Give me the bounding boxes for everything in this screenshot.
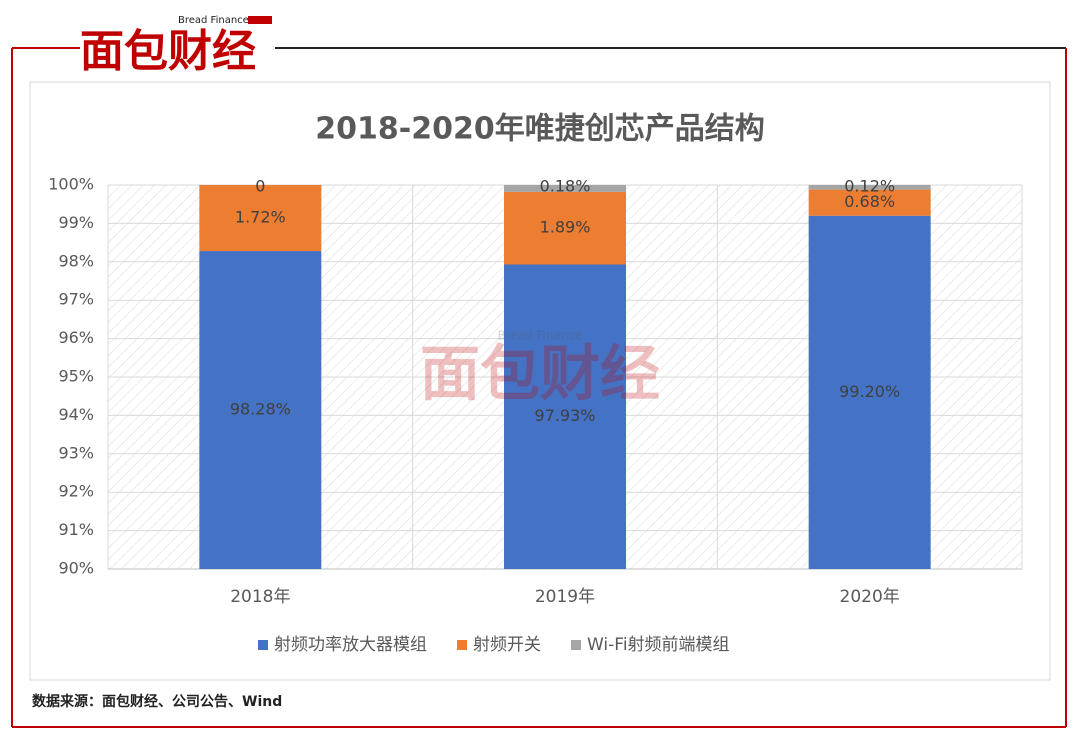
legend-label: 射频开关 — [473, 635, 541, 655]
watermark-tagline: Bread Finance — [498, 329, 583, 343]
bar-segment — [808, 215, 931, 569]
y-tick-label: 98% — [58, 251, 94, 270]
bar-segment — [199, 185, 322, 252]
x-tick-label: 2019年 — [535, 587, 595, 607]
y-tick-label: 96% — [58, 328, 94, 347]
source-note: 数据来源：面包财经、公司公告、Wind — [32, 693, 282, 710]
y-tick-label: 90% — [58, 559, 94, 578]
legend-label: Wi-Fi射频前端模组 — [587, 635, 730, 655]
y-tick-label: 99% — [58, 213, 94, 232]
y-tick-label: 100% — [48, 175, 94, 194]
brand-logo: 面包财经 — [80, 26, 256, 77]
data-label: 99.20% — [839, 382, 900, 401]
brand-mark — [248, 16, 272, 24]
data-label: 1.72% — [235, 208, 286, 227]
legend-label: 射频功率放大器模组 — [274, 635, 427, 655]
watermark-logo: 面包财经 — [420, 340, 660, 410]
legend-swatch — [258, 640, 268, 650]
chart-title: 2018-2020年唯捷创芯产品结构 — [315, 112, 764, 147]
y-tick-label: 94% — [58, 405, 94, 424]
data-label: 0.68% — [844, 192, 895, 211]
data-label: 0 — [255, 177, 265, 196]
brand-tagline: Bread Finance — [178, 15, 249, 26]
x-tick-label: 2018年 — [230, 587, 290, 607]
y-tick-label: 91% — [58, 520, 94, 539]
y-tick-label: 92% — [58, 482, 94, 501]
legend-swatch — [457, 640, 467, 650]
watermark: Bread Finance 面包财经 — [420, 329, 660, 410]
bar-segment — [504, 185, 626, 192]
x-tick-label: 2020年 — [840, 587, 900, 607]
data-label: 0.18% — [540, 177, 591, 196]
y-tick-label: 97% — [58, 290, 94, 309]
data-label: 97.93% — [534, 406, 595, 425]
plot: 90% 91% 92% 93% 94% 95% 96% 97% 98% 99% 100% 2018年 9… — [48, 175, 1023, 655]
legend-swatch — [571, 640, 581, 650]
y-tick-label: 95% — [58, 367, 94, 386]
y-tick-label: 93% — [58, 443, 94, 462]
bar-segment — [199, 251, 322, 569]
data-label: 98.28% — [230, 400, 291, 419]
data-label: 0.12% — [844, 177, 895, 196]
bar-segment — [504, 264, 626, 569]
bar-segment — [504, 191, 626, 265]
bar-segment — [808, 189, 931, 216]
bar-segment — [808, 185, 931, 190]
data-label: 1.89% — [540, 218, 591, 237]
